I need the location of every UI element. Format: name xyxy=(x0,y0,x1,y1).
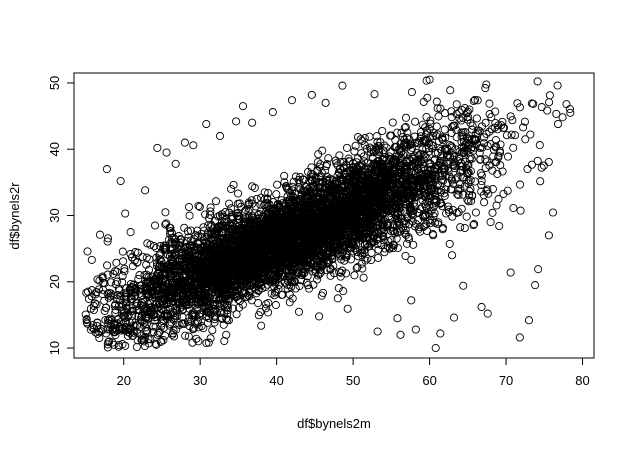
x-tick-label: 60 xyxy=(422,373,436,388)
data-point xyxy=(524,316,534,325)
data-point xyxy=(121,209,130,218)
x-axis: 20 30 40 50 60 70 80 xyxy=(116,357,590,388)
y-axis: 10 20 30 40 50 xyxy=(47,76,75,355)
data-point xyxy=(566,108,575,117)
y-axis-title: df$bynels2r xyxy=(7,182,22,250)
data-point xyxy=(271,300,280,310)
data-point xyxy=(407,296,416,305)
y-tick-label: 40 xyxy=(47,142,62,156)
data-point xyxy=(436,329,445,338)
data-point xyxy=(238,102,248,111)
data-point xyxy=(232,117,241,126)
data-point xyxy=(446,86,455,95)
y-tick-label: 30 xyxy=(47,208,62,222)
data-point xyxy=(141,186,150,195)
data-point xyxy=(425,75,434,84)
data-point xyxy=(506,268,515,277)
data-point xyxy=(202,119,211,129)
data-point xyxy=(358,264,367,273)
data-point xyxy=(307,90,316,99)
data-point xyxy=(459,281,468,290)
data-point xyxy=(222,330,231,339)
data-point xyxy=(393,314,402,323)
data-point xyxy=(515,333,524,342)
y-tick-label: 20 xyxy=(47,275,62,289)
data-point xyxy=(317,291,326,300)
data-point xyxy=(162,148,171,157)
data-point xyxy=(268,108,277,117)
data-point xyxy=(321,98,330,107)
data-point xyxy=(189,141,198,150)
data-point xyxy=(95,230,105,239)
data-point xyxy=(531,281,540,290)
x-tick-label: 70 xyxy=(499,373,513,388)
data-point xyxy=(116,176,125,186)
data-points xyxy=(95,75,575,353)
data-point xyxy=(477,302,486,312)
x-tick-label: 20 xyxy=(116,373,130,388)
x-tick-label: 80 xyxy=(575,373,589,388)
y-tick-label: 10 xyxy=(47,341,62,355)
data-point xyxy=(129,328,138,337)
data-point xyxy=(216,131,225,141)
data-point xyxy=(333,294,342,303)
data-point xyxy=(534,265,543,274)
data-point xyxy=(287,96,296,105)
data-point xyxy=(180,138,189,147)
data-point xyxy=(153,143,162,152)
data-point xyxy=(450,313,459,322)
data-point xyxy=(338,81,347,90)
x-axis-title: df$bynels2m xyxy=(297,416,371,431)
data-point xyxy=(248,118,257,127)
data-point xyxy=(370,90,379,99)
data-point xyxy=(554,119,563,129)
dense-point-cloud xyxy=(81,76,574,352)
data-point xyxy=(171,159,180,168)
x-tick-label: 50 xyxy=(346,373,360,388)
point-cloud xyxy=(81,76,574,352)
y-tick-label: 50 xyxy=(47,76,62,90)
data-point xyxy=(396,330,405,339)
data-point xyxy=(431,344,440,353)
x-tick-label: 30 xyxy=(193,373,207,388)
x-tick-label: 40 xyxy=(269,373,283,388)
data-point xyxy=(373,327,382,336)
data-point xyxy=(102,165,111,174)
data-point xyxy=(192,334,201,343)
data-point xyxy=(562,100,571,109)
data-point xyxy=(544,231,553,240)
data-point xyxy=(411,325,420,334)
data-point xyxy=(483,309,492,318)
